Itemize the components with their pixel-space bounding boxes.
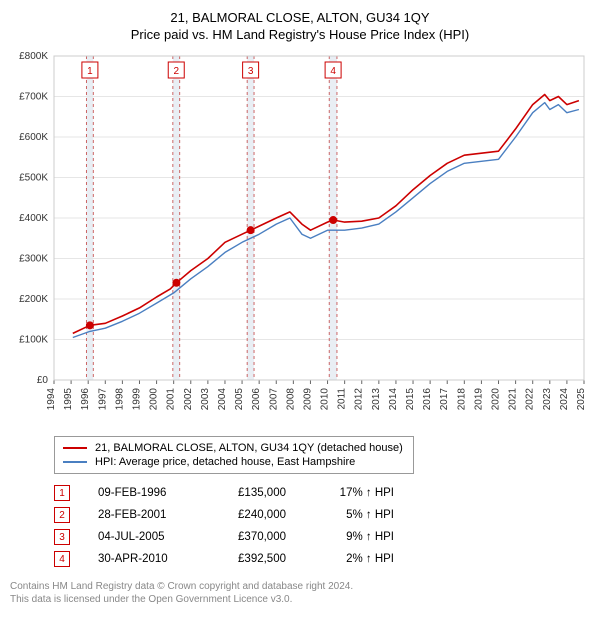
svg-text:2022: 2022 [525,388,536,411]
legend-item: 21, BALMORAL CLOSE, ALTON, GU34 1QY (det… [63,441,405,455]
svg-text:2: 2 [173,66,179,77]
svg-text:2024: 2024 [559,388,570,411]
svg-text:1995: 1995 [63,388,74,411]
svg-text:£300K: £300K [19,254,48,265]
svg-text:1: 1 [87,66,93,77]
chart-container: 21, BALMORAL CLOSE, ALTON, GU34 1QY Pric… [0,0,600,616]
sale-date: 28-FEB-2001 [98,509,188,521]
sale-price: £370,000 [216,531,286,543]
legend-label: 21, BALMORAL CLOSE, ALTON, GU34 1QY (det… [95,442,403,454]
chart-subtitle: Price paid vs. HM Land Registry's House … [10,27,590,42]
svg-text:2014: 2014 [388,388,399,411]
chart-area: £0 £100K £200K £300K £400K £500K £600K £700K £80… [10,50,590,430]
svg-text:2009: 2009 [302,388,313,411]
line-chart: £0 £100K £200K £300K £400K £500K £600K £700K £80… [10,50,590,430]
svg-text:2025: 2025 [576,388,587,411]
legend-item: HPI: Average price, detached house, East… [63,455,405,469]
sale-pct: 9% ↑ HPI [314,531,394,543]
svg-text:4: 4 [330,66,336,77]
svg-text:£800K: £800K [19,51,48,62]
sale-date: 09-FEB-1996 [98,487,188,499]
sale-marker-box: 4 [54,551,70,567]
legend: 21, BALMORAL CLOSE, ALTON, GU34 1QY (det… [54,436,414,474]
chart-title: 21, BALMORAL CLOSE, ALTON, GU34 1QY [10,10,590,25]
svg-text:2010: 2010 [320,388,331,411]
svg-text:1994: 1994 [46,388,57,411]
svg-text:£700K: £700K [19,92,48,103]
svg-text:2018: 2018 [456,388,467,411]
svg-text:3: 3 [248,66,254,77]
svg-text:2000: 2000 [149,388,160,411]
sale-price: £240,000 [216,509,286,521]
svg-text:2006: 2006 [251,388,262,411]
svg-text:2023: 2023 [542,388,553,411]
sale-marker-box: 1 [54,485,70,501]
svg-text:2012: 2012 [354,388,365,411]
sale-row: 2 28-FEB-2001 £240,000 5% ↑ HPI [54,504,590,526]
sale-row: 1 09-FEB-1996 £135,000 17% ↑ HPI [54,482,590,504]
svg-text:£100K: £100K [19,335,48,346]
svg-text:£500K: £500K [19,173,48,184]
svg-text:1996: 1996 [80,388,91,411]
sale-row: 4 30-APR-2010 £392,500 2% ↑ HPI [54,548,590,570]
sale-date: 04-JUL-2005 [98,531,188,543]
svg-text:2015: 2015 [405,388,416,411]
svg-text:2003: 2003 [200,388,211,411]
footer-line-2: This data is licensed under the Open Gov… [10,593,590,606]
sale-marker-box: 3 [54,529,70,545]
svg-text:2004: 2004 [217,388,228,411]
sale-marker-box: 2 [54,507,70,523]
svg-text:2005: 2005 [234,388,245,411]
sale-pct: 17% ↑ HPI [314,487,394,499]
svg-text:2002: 2002 [183,388,194,411]
sale-row: 3 04-JUL-2005 £370,000 9% ↑ HPI [54,526,590,548]
sale-pct: 2% ↑ HPI [314,553,394,565]
sale-date: 30-APR-2010 [98,553,188,565]
svg-text:2008: 2008 [285,388,296,411]
footer-attribution: Contains HM Land Registry data © Crown c… [10,580,590,606]
svg-text:£200K: £200K [19,294,48,305]
svg-text:£0: £0 [37,375,49,386]
svg-text:2021: 2021 [508,388,519,411]
svg-text:2007: 2007 [268,388,279,411]
svg-text:£600K: £600K [19,132,48,143]
svg-text:2011: 2011 [337,388,348,410]
svg-text:1998: 1998 [114,388,125,411]
svg-text:2019: 2019 [473,388,484,411]
svg-text:2017: 2017 [439,388,450,411]
legend-swatch [63,461,87,463]
footer-line-1: Contains HM Land Registry data © Crown c… [10,580,590,593]
sale-price: £135,000 [216,487,286,499]
svg-text:2001: 2001 [166,388,177,411]
legend-label: HPI: Average price, detached house, East… [95,456,355,468]
svg-text:£400K: £400K [19,213,48,224]
svg-text:2013: 2013 [371,388,382,411]
svg-text:2020: 2020 [491,388,502,411]
sale-pct: 5% ↑ HPI [314,509,394,521]
svg-text:1997: 1997 [97,388,108,411]
sale-price: £392,500 [216,553,286,565]
sales-table: 1 09-FEB-1996 £135,000 17% ↑ HPI 2 28-FEB-200… [54,482,590,570]
svg-text:2016: 2016 [422,388,433,411]
legend-swatch [63,447,87,449]
svg-text:1999: 1999 [131,388,142,411]
